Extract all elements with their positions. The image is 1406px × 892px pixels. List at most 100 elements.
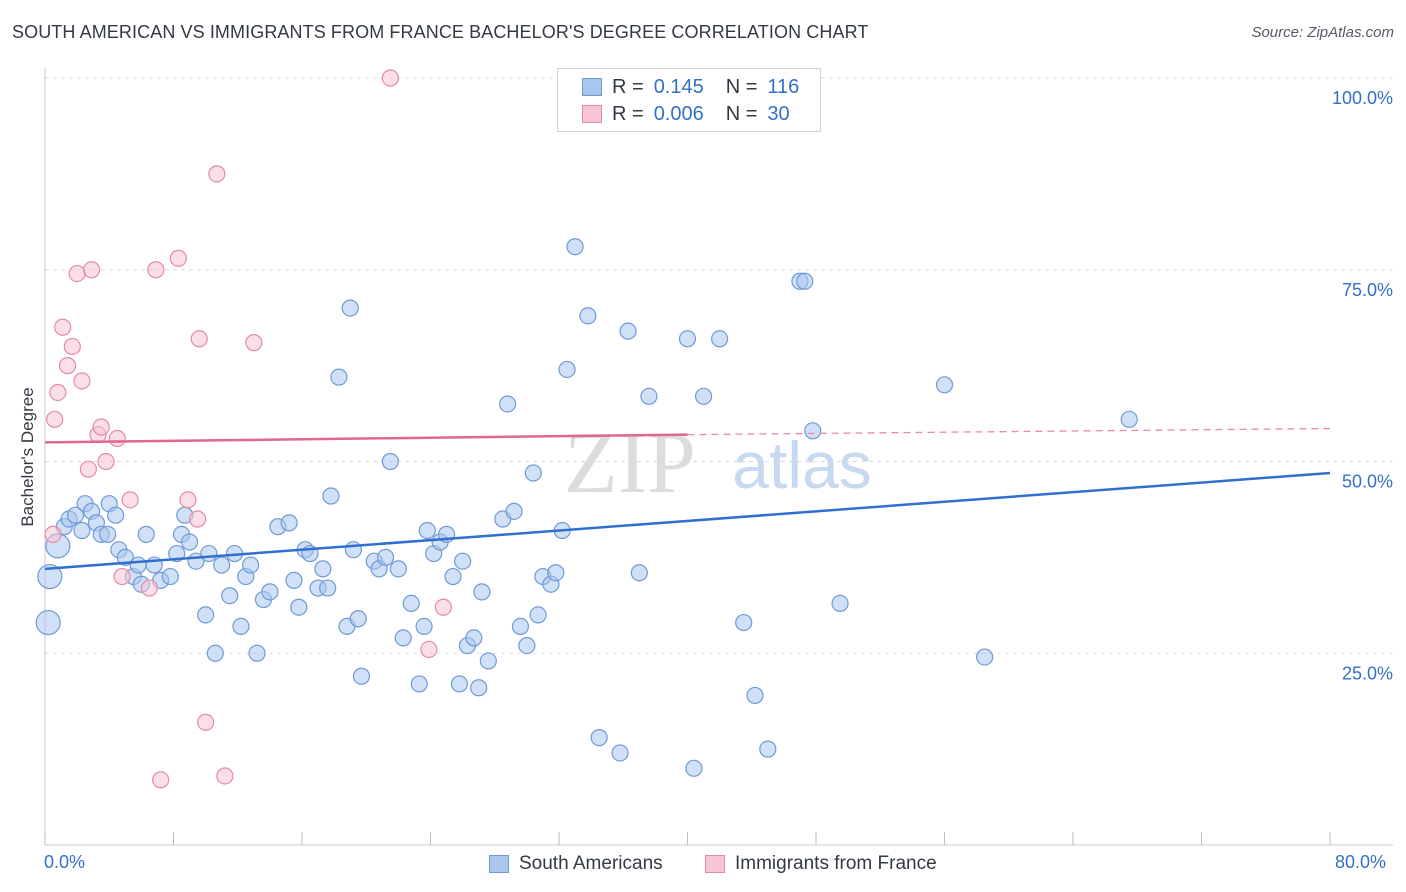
point-south-american [344,541,362,559]
watermark-atlas: atlas [732,428,871,502]
legend-swatch-blue [582,78,602,96]
point-south-american [242,556,260,574]
point-south-american [418,521,436,540]
point-south-american [319,579,337,597]
point-south-american [197,606,215,624]
point-france [147,261,165,279]
legend-row-south-americans: R = 0.145 N = 116 [582,74,799,100]
watermark: ZIP atlas [564,415,872,512]
y-tick-label: 75.0% [1342,280,1393,300]
point-south-american [465,629,483,647]
point-south-american [547,564,565,582]
point-south-american [524,464,542,482]
trend-layer [44,427,1331,571]
point-france [216,767,234,785]
point-south-american [129,556,147,574]
legend-r-label: R = [612,102,644,125]
point-south-american [285,571,303,589]
point-south-american [415,617,433,636]
point-south-american [376,548,395,566]
point-france [245,334,263,352]
point-south-american [206,644,224,662]
point-south-american [976,648,994,666]
point-south-american [694,387,713,405]
y-axis-label: Bachelor's Degree [18,387,37,527]
legend-n-value: 30 [767,102,790,125]
y-tick-label: 50.0% [1342,472,1393,492]
legend-n-value: 116 [767,75,800,98]
point-south-american [518,636,536,655]
x-tick-label-min: 0.0% [44,852,86,872]
point-france [434,598,452,616]
point-south-american [579,307,597,325]
point-south-american [280,514,298,532]
point-south-american [314,560,332,578]
point-south-american [213,556,231,574]
point-france [169,249,187,267]
point-south-american [35,609,61,636]
point-south-american [137,525,155,543]
axis-layer: 25.0% 50.0% 75.0% 100.0% [44,68,1393,846]
bottom-legend-swatch-pink [705,855,725,873]
point-south-american [221,587,239,605]
point-south-american [349,610,367,628]
point-france [63,337,81,356]
point-south-american [180,533,199,551]
point-france [73,372,91,390]
point-south-american [746,686,764,705]
point-france [82,261,101,279]
point-south-american [99,525,117,543]
point-south-american [479,652,497,670]
point-france [420,640,438,659]
point-south-american [796,272,814,290]
point-south-american [37,563,63,590]
point-south-american [290,598,308,616]
point-south-american [735,613,753,632]
point-france [54,318,72,336]
point-south-american [454,552,472,570]
point-south-american [558,360,576,379]
point-south-american [511,617,530,636]
point-south-american [402,594,420,612]
legend-r-value: 0.145 [653,75,704,98]
point-south-american [630,564,648,582]
bottom-legend-label-blue: South Americans [519,853,663,874]
point-france [113,567,131,586]
point-south-american [107,506,125,524]
point-france [58,357,77,375]
point-south-american [473,583,491,601]
point-south-american [341,299,359,317]
point-south-american [394,629,412,647]
point-south-american [499,395,517,413]
point-south-american [450,675,469,693]
point-france [208,165,226,183]
legend-n-label: N = [725,75,758,98]
point-france [197,713,215,731]
point-france [44,525,62,543]
legend-r-label: R = [612,75,644,98]
x-tick-label-max: 80.0% [1335,852,1387,872]
point-south-american [73,521,91,540]
legend-row-france: R = 0.006 N = 30 [582,101,790,127]
legend-swatch-pink [582,105,602,123]
bottom-legend-swatch-blue [489,855,509,873]
point-south-american [161,567,179,586]
y-tick-label: 100.0% [1332,88,1393,108]
point-france [188,510,207,528]
point-france [49,383,67,402]
point-south-american [590,729,608,747]
point-france [108,429,126,448]
point-south-american [935,376,954,394]
point-south-american [261,583,279,601]
point-france [46,410,64,428]
point-south-american [330,368,348,386]
point-south-american [804,422,822,440]
bottom-legend-label-pink: Immigrants from France [735,853,937,874]
point-south-american [444,567,462,586]
point-south-american [619,322,637,340]
point-france [68,264,86,283]
point-south-american [381,452,399,471]
point-south-american [611,744,629,762]
point-south-american [685,759,703,777]
